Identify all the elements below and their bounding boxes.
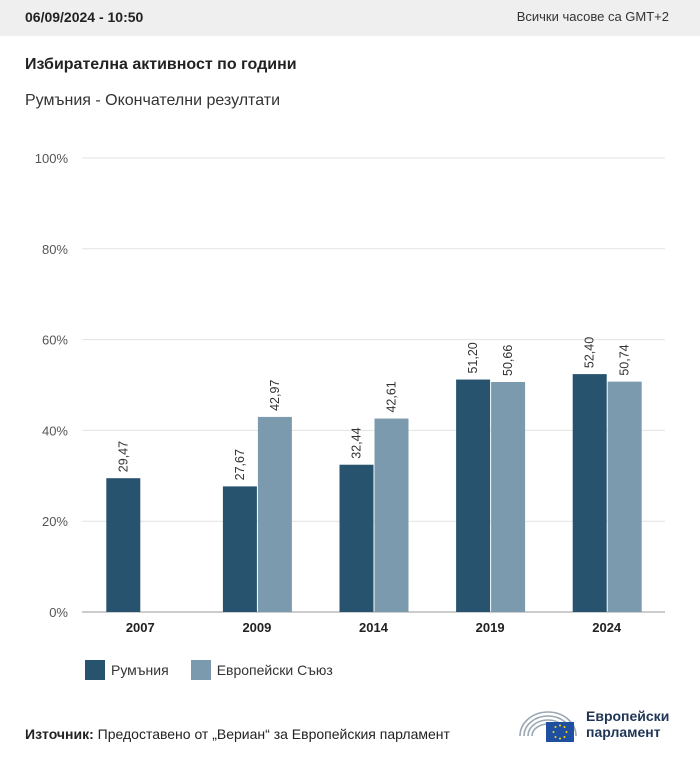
y-tick-label: 20% xyxy=(42,514,68,529)
source-note: Източник: Предоставено от „Вериан“ за Ев… xyxy=(25,726,450,742)
x-tick-label: 2024 xyxy=(592,620,622,635)
bar xyxy=(607,381,642,612)
data-label: 50,66 xyxy=(501,345,515,376)
parliament-hemicycle-icon xyxy=(519,711,577,742)
bar xyxy=(257,416,292,612)
chart-title: Избирателна активност по години xyxy=(25,56,297,73)
y-tick-label: 60% xyxy=(42,333,68,348)
bar xyxy=(222,486,257,612)
chart-legend: Румъния Европейски Съюз xyxy=(85,660,355,680)
data-label: 42,97 xyxy=(268,380,282,411)
bar xyxy=(374,418,409,612)
y-tick-label: 80% xyxy=(42,242,68,257)
logo-text: Европейски парламент xyxy=(586,708,669,740)
legend-swatch-eu xyxy=(190,660,211,680)
datetime-label: 06/09/2024 - 10:50 xyxy=(25,9,144,25)
legend-label-eu: Европейски Съюз xyxy=(216,662,333,678)
data-label: 52,40 xyxy=(583,337,597,368)
data-label: 32,44 xyxy=(350,427,364,458)
turnout-bar-chart: 0% 20% 40% 60% 80% 100% 29,47 2007 27,67 42,97 200… xyxy=(35,151,665,635)
x-tick-label: 2007 xyxy=(126,620,155,635)
x-tick-label: 2019 xyxy=(476,620,505,635)
y-tick-label: 0% xyxy=(49,605,68,620)
timezone-label: Всички часове са GMT+2 xyxy=(516,9,669,24)
legend-item-romania: Румъния xyxy=(85,660,169,680)
data-label: 50,74 xyxy=(618,344,632,375)
bar xyxy=(491,382,526,612)
bar xyxy=(572,374,607,612)
data-label: 42,61 xyxy=(385,381,399,412)
y-tick-label: 100% xyxy=(35,151,69,166)
source-label: Източник: xyxy=(25,726,94,742)
x-tick-label: 2009 xyxy=(242,620,271,635)
data-label: 51,20 xyxy=(466,342,480,373)
bar xyxy=(106,478,141,612)
y-tick-label: 40% xyxy=(42,423,68,438)
european-parliament-logo: Европейски парламент xyxy=(514,702,684,744)
x-tick-label: 2014 xyxy=(359,620,389,635)
legend-item-eu: Европейски Съюз xyxy=(190,660,333,680)
bar xyxy=(456,379,491,612)
logo-line-1: Европейски xyxy=(586,708,670,724)
data-label: 29,47 xyxy=(116,441,130,472)
data-label: 27,67 xyxy=(233,449,247,480)
bar xyxy=(339,464,374,612)
legend-swatch-romania xyxy=(85,660,105,680)
top-bar: 06/09/2024 - 10:50 Всички часове са GMT+… xyxy=(0,0,700,36)
legend-label-romania: Румъния xyxy=(111,662,169,678)
chart-subtitle: Румъния - Окончателни резултати xyxy=(25,92,281,109)
source-text: Предоставено от „Вериан“ за Европейския … xyxy=(93,726,450,742)
logo-line-2: парламент xyxy=(586,724,661,740)
